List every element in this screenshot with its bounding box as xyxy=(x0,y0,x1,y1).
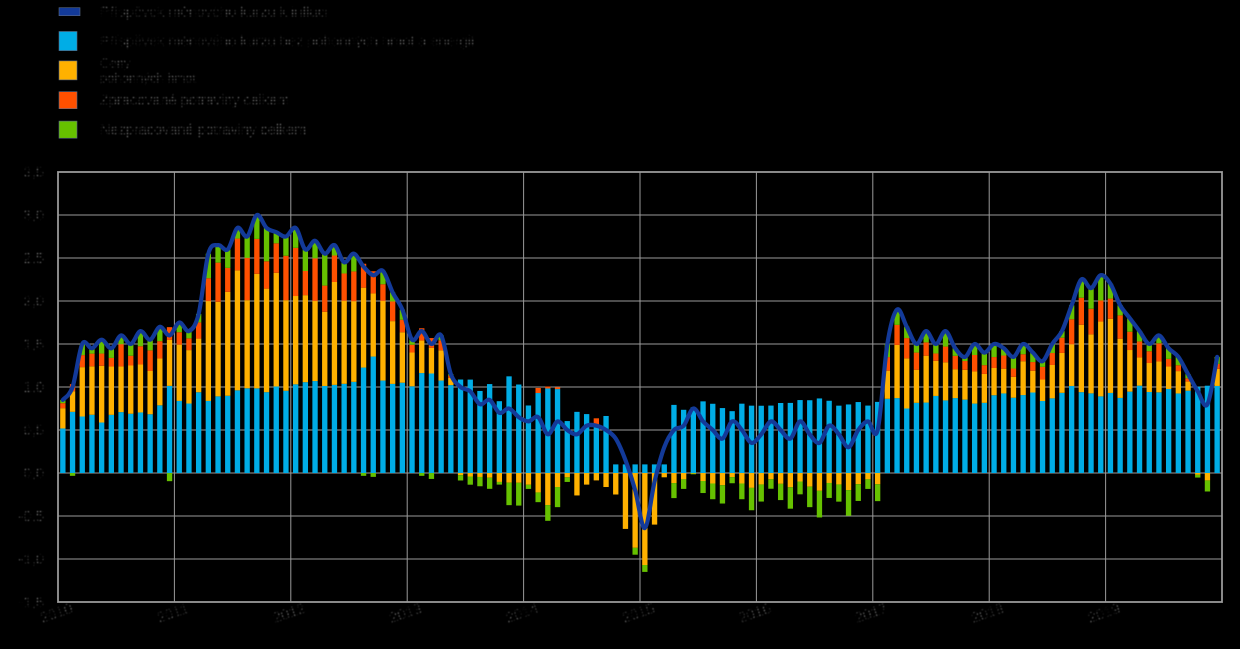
svg-text:2017: 2017 xyxy=(853,600,890,627)
svg-text:2014: 2014 xyxy=(504,600,541,627)
svg-text:2018: 2018 xyxy=(969,600,1006,627)
svg-text:Příspěvek měnového kurzu k inf: Příspěvek měnového kurzu k inflaci xyxy=(100,5,328,21)
svg-text:Nezpracované potraviny celkem: Nezpracované potraviny celkem xyxy=(100,123,306,139)
svg-text:3,0: 3,0 xyxy=(23,207,44,224)
svg-text:-0,5: -0,5 xyxy=(18,508,44,525)
svg-text:2013: 2013 xyxy=(387,600,424,627)
svg-text:Ceny: Ceny xyxy=(100,55,131,70)
svg-text:pohonných hmot: pohonných hmot xyxy=(100,70,197,85)
svg-text:Příspěvek měnového kurzu bez p: Příspěvek měnového kurzu bez pohonných h… xyxy=(100,34,475,50)
svg-text:2019: 2019 xyxy=(1086,600,1123,627)
svg-text:-1,5: -1,5 xyxy=(18,594,44,611)
svg-text:2011: 2011 xyxy=(155,600,191,627)
svg-text:2016: 2016 xyxy=(736,600,773,627)
svg-text:3,5: 3,5 xyxy=(23,164,44,181)
svg-text:1,0: 1,0 xyxy=(23,379,44,396)
svg-text:-1,0: -1,0 xyxy=(18,551,44,568)
svg-text:Zpracované potraviny celkem: Zpracované potraviny celkem xyxy=(100,93,289,109)
svg-text:2015: 2015 xyxy=(620,600,657,627)
svg-text:2,0: 2,0 xyxy=(23,293,44,310)
svg-text:2,5: 2,5 xyxy=(23,250,44,267)
svg-text:0,5: 0,5 xyxy=(23,422,44,439)
svg-text:2012: 2012 xyxy=(271,600,308,627)
svg-text:0,0: 0,0 xyxy=(23,465,44,482)
svg-text:1,5: 1,5 xyxy=(23,336,44,353)
